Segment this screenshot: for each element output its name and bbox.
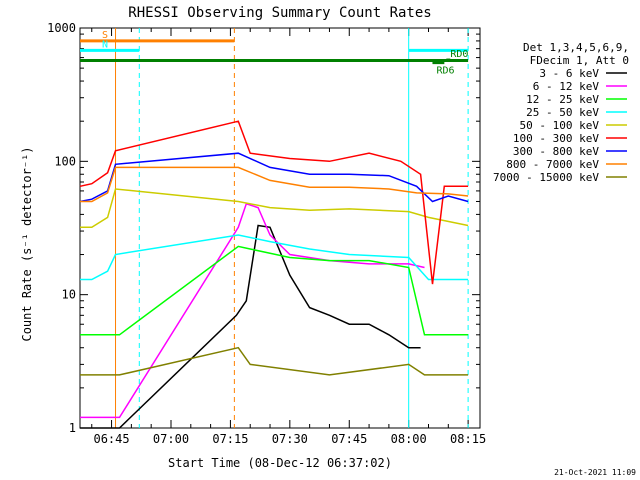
chart-title: RHESSI Observing Summary Count Rates: [128, 5, 431, 21]
series-line: [80, 245, 469, 336]
y-tick-label: 1000: [47, 21, 76, 35]
x-tick-label: 07:00: [153, 432, 189, 446]
x-tick-label: 06:45: [93, 432, 129, 446]
series-line: [80, 234, 469, 281]
y-tick-label: 100: [54, 154, 76, 168]
legend-item-label: 50 - 100 keV: [520, 119, 600, 132]
x-tick-label: 08:15: [450, 432, 486, 446]
plot-area: 1 10 100 1000 06:45 07:00 07:15 07:30 07:45 08:00…: [47, 21, 486, 446]
legend-header: Det 1,3,4,5,6,9,: [523, 41, 629, 54]
legend-item-label: 100 - 300 keV: [513, 132, 599, 145]
legend-header: FDecim 1, Att 0: [530, 54, 629, 67]
x-tick-label: 07:30: [272, 432, 308, 446]
legend-item-label: 12 - 25 keV: [526, 93, 599, 106]
y-tick-label: 10: [62, 288, 76, 302]
x-tick-label: 07:45: [331, 432, 367, 446]
series-line: [80, 202, 425, 419]
state-bar-label: N: [102, 39, 108, 50]
x-tick-label: 07:15: [212, 432, 248, 446]
state-bar-label: RD0: [450, 49, 468, 60]
legend-item-label: 3 - 6 keV: [539, 67, 599, 80]
legend-item-label: 7000 - 15000 keV: [493, 171, 599, 184]
legend-item-label: 6 - 12 keV: [533, 80, 600, 93]
footer-timestamp: 21-Oct-2021 11:09: [554, 468, 636, 477]
y-axis-label: Count Rate (s⁻¹ detector⁻¹): [20, 146, 34, 341]
series-line: [80, 188, 469, 229]
legend: Det 1,3,4,5,6,9,FDecim 1, Att 03 - 6 keV…: [493, 41, 629, 184]
y-tick-label: 1: [69, 421, 76, 435]
series-line: [79, 120, 469, 285]
x-tick-label: 08:00: [391, 432, 427, 446]
state-bar-label: S: [102, 30, 108, 41]
series-line: [80, 224, 421, 429]
x-axis-label: Start Time (08-Dec-12 06:37:02): [168, 456, 392, 470]
legend-item-label: 25 - 50 keV: [526, 106, 599, 119]
series-line: [80, 166, 469, 203]
series-line: [80, 346, 469, 376]
state-bar-label: RD6: [436, 66, 454, 77]
legend-item-label: 300 - 800 keV: [513, 145, 599, 158]
legend-item-label: 800 - 7000 keV: [506, 158, 599, 171]
